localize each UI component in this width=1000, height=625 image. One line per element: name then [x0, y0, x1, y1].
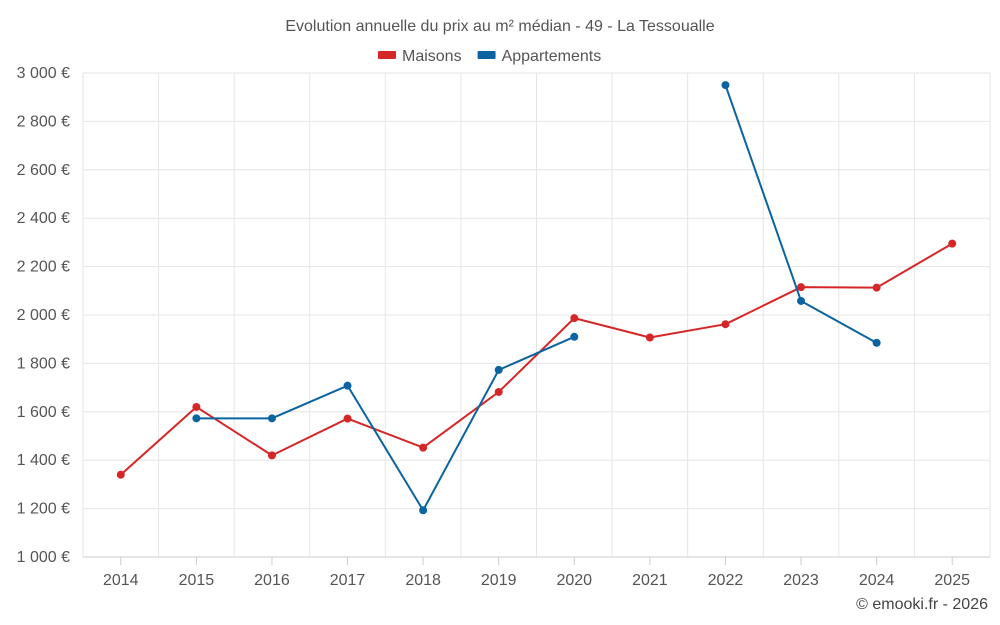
y-tick-label: 1 800 €: [17, 355, 70, 372]
chart-title: Evolution annuelle du prix au m² médian …: [285, 18, 714, 35]
y-tick-label: 1 600 €: [17, 404, 70, 421]
data-point-maisons[interactable]: [721, 320, 730, 329]
axes: 1 000 € 1 200 € 1 400 € 1 600 € 1 800 € 2 000…: [17, 65, 990, 589]
series-maisons: [116, 239, 957, 479]
x-tick-label: 2022: [708, 572, 744, 589]
data-point-maisons[interactable]: [343, 414, 352, 423]
data-point-maisons[interactable]: [645, 333, 654, 342]
series-appartements: [192, 81, 881, 515]
data-point-appartements[interactable]: [797, 296, 806, 305]
data-point-maisons[interactable]: [797, 283, 806, 292]
data-point-maisons[interactable]: [872, 283, 881, 292]
data-point-appartements[interactable]: [721, 81, 730, 90]
x-tick-label: 2014: [103, 572, 139, 589]
legend-label-maisons[interactable]: Maisons: [402, 48, 462, 65]
data-point-appartements[interactable]: [343, 381, 352, 390]
y-tick-label: 1 400 €: [17, 452, 70, 469]
data-point-maisons[interactable]: [116, 470, 125, 479]
legend-swatch-appartements: [477, 51, 496, 59]
data-point-maisons[interactable]: [267, 451, 276, 460]
y-tick-label: 1 200 €: [17, 501, 70, 518]
data-point-appartements[interactable]: [267, 414, 276, 423]
x-tick-label: 2021: [632, 572, 668, 589]
data-point-appartements[interactable]: [872, 338, 881, 347]
y-tick-label: 2 800 €: [17, 113, 70, 130]
data-point-appartements[interactable]: [494, 365, 503, 374]
x-tick-label: 2024: [859, 572, 895, 589]
legend-label-appartements[interactable]: Appartements: [502, 48, 602, 65]
data-point-appartements[interactable]: [192, 414, 201, 423]
y-tick-label: 2 600 €: [17, 162, 70, 179]
x-tick-label: 2016: [254, 572, 290, 589]
x-tick-label: 2015: [179, 572, 215, 589]
data-point-maisons[interactable]: [192, 402, 201, 411]
y-tick-label: 1 000 €: [17, 549, 70, 566]
grid: [82, 72, 991, 558]
data-point-appartements[interactable]: [570, 332, 579, 341]
y-tick-label: 2 400 €: [17, 210, 70, 227]
x-tick-label: 2023: [783, 572, 819, 589]
data-point-maisons[interactable]: [570, 314, 579, 323]
y-tick-label: 2 200 €: [17, 259, 70, 276]
data-point-appartements[interactable]: [419, 506, 428, 515]
legend: Maisons Appartements: [378, 48, 601, 65]
x-tick-label: 2020: [556, 572, 592, 589]
data-point-maisons[interactable]: [494, 387, 503, 396]
credit-text: © emooki.fr - 2026: [856, 596, 988, 613]
y-tick-label: 2 000 €: [17, 307, 70, 324]
legend-swatch-maisons: [378, 51, 396, 59]
y-tick-label: 3 000 €: [17, 65, 70, 82]
series-line-appartements: [196, 335, 575, 512]
data-point-maisons[interactable]: [948, 239, 957, 248]
x-tick-label: 2025: [934, 572, 970, 589]
data-point-maisons[interactable]: [419, 443, 428, 452]
series-layer: [116, 81, 957, 515]
x-tick-label: 2018: [405, 572, 441, 589]
x-tick-label: 2017: [330, 572, 366, 589]
series-line-maisons: [120, 242, 953, 476]
x-tick-label: 2019: [481, 572, 517, 589]
